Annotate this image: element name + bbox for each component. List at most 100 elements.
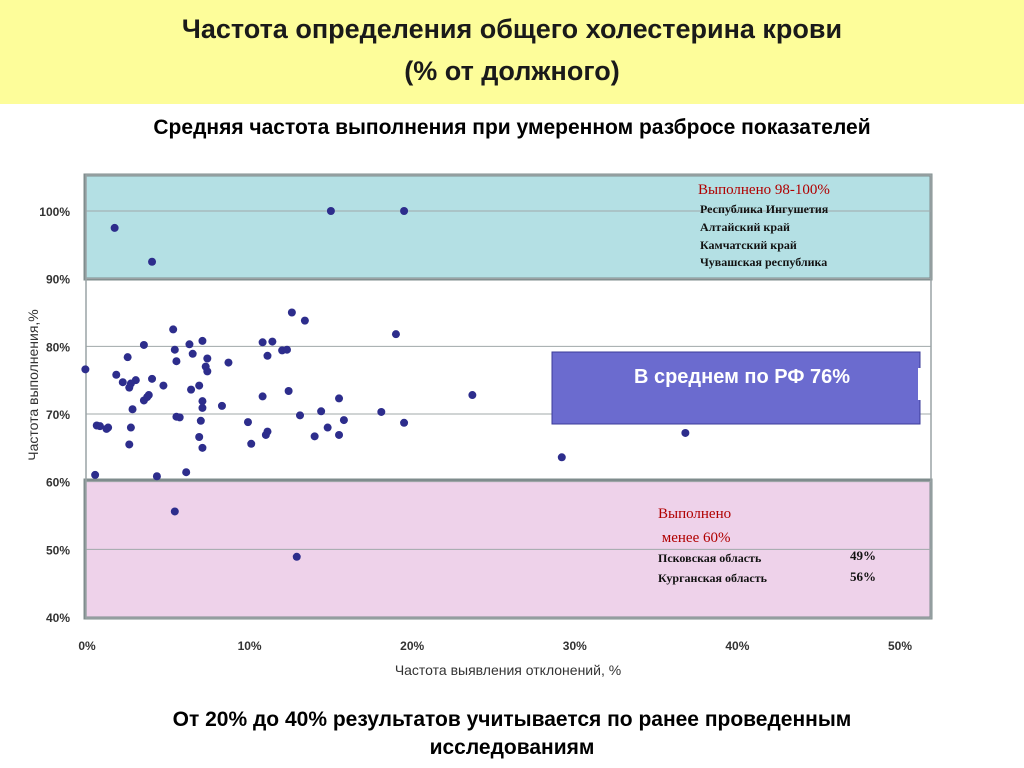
data-point xyxy=(198,397,207,406)
data-point xyxy=(300,316,309,325)
top-zone-item: Алтайский край xyxy=(700,220,790,234)
y-tick-label: 50% xyxy=(46,543,70,557)
data-point xyxy=(123,353,132,362)
footer-line1: От 20% до 40% результатов учитывается по… xyxy=(172,708,852,731)
data-point xyxy=(112,370,121,379)
data-point xyxy=(159,381,168,390)
bottom-zone-item-value: 49% xyxy=(850,548,876,563)
data-point xyxy=(182,468,191,477)
data-point xyxy=(104,423,113,432)
x-tick-label: 20% xyxy=(400,639,424,653)
data-point xyxy=(139,340,148,349)
data-point xyxy=(292,552,301,561)
data-point xyxy=(125,383,134,392)
bottom-zone-item-name: Псковская область xyxy=(658,551,762,565)
data-point xyxy=(391,330,400,339)
data-point xyxy=(268,337,277,346)
y-axis-title: Частота выполнения,% xyxy=(25,309,41,461)
data-point xyxy=(263,427,272,436)
data-point xyxy=(195,433,204,442)
data-point xyxy=(377,407,386,416)
top-zone-band xyxy=(83,173,933,281)
data-point xyxy=(81,365,90,374)
data-point xyxy=(175,413,184,422)
slide-subtitle: Средняя частота выполнения при умеренном… xyxy=(153,116,871,139)
data-point xyxy=(326,207,335,215)
data-point xyxy=(323,423,332,432)
x-tick-label: 40% xyxy=(725,639,749,653)
data-points xyxy=(81,207,690,561)
data-point xyxy=(170,345,179,354)
y-tick-label: 80% xyxy=(46,340,70,354)
y-tick-label: 60% xyxy=(46,476,70,490)
data-point xyxy=(243,418,252,427)
footer-note: От 20% до 40% результатов учитывается по… xyxy=(80,706,944,762)
y-tick-label: 90% xyxy=(46,273,70,287)
x-tick-labels: 0% 10% 20% 30% 40% 50% xyxy=(78,639,912,653)
y-tick-label: 70% xyxy=(46,408,70,422)
data-point xyxy=(400,418,409,427)
y-tick-label: 40% xyxy=(46,611,70,625)
data-point xyxy=(96,422,105,431)
x-tick-label: 50% xyxy=(888,639,912,653)
gridlines xyxy=(86,210,931,550)
data-point xyxy=(198,443,207,452)
x-tick-label: 0% xyxy=(78,639,96,653)
x-axis-title: Частота выявления отклонений, % xyxy=(395,662,621,678)
data-point xyxy=(148,257,157,266)
data-point xyxy=(339,416,348,425)
data-point xyxy=(468,391,477,400)
footer-line2: исследованиям xyxy=(429,736,595,759)
average-label: В среднем по РФ 76% xyxy=(634,366,850,388)
data-point xyxy=(118,378,127,387)
bottom-zone-item-name: Курганская область xyxy=(658,571,768,585)
data-point xyxy=(128,405,137,414)
data-point xyxy=(284,386,293,395)
data-point xyxy=(400,207,409,215)
data-point xyxy=(195,381,204,390)
data-point xyxy=(287,308,296,317)
top-zone-heading: Выполнено 98-100% xyxy=(698,182,830,198)
data-point xyxy=(258,338,267,347)
x-tick-label: 30% xyxy=(563,639,587,653)
bottom-zone-heading-line1: Выполнено xyxy=(658,506,731,522)
bottom-zone-heading-line2: менее 60% xyxy=(658,530,731,546)
data-point xyxy=(170,507,179,516)
average-box-notch xyxy=(918,368,923,400)
data-point xyxy=(224,358,233,367)
data-point xyxy=(110,223,119,232)
data-point xyxy=(681,428,690,437)
data-point xyxy=(198,336,207,345)
page-title-line2: (% от должного) xyxy=(404,56,620,86)
data-point xyxy=(198,403,207,412)
data-point xyxy=(247,439,256,448)
top-zone-item: Чувашская республика xyxy=(700,255,827,269)
data-point xyxy=(217,401,226,410)
data-point xyxy=(203,354,212,363)
bottom-zone-item-value: 56% xyxy=(850,569,876,584)
y-tick-label: 100% xyxy=(39,205,70,219)
data-point xyxy=(557,453,566,462)
page-title-line1: Частота определения общего холестерина к… xyxy=(181,14,843,44)
data-point xyxy=(91,470,100,479)
data-point xyxy=(185,340,194,349)
plot-frame xyxy=(85,174,932,619)
data-point xyxy=(187,385,196,394)
top-zone-item: Камчатский край xyxy=(700,238,797,252)
x-tick-label: 10% xyxy=(238,639,262,653)
y-tick-labels: 40% 50% 60% 70% 80% 90% 100% xyxy=(39,205,70,625)
data-point xyxy=(263,351,272,360)
data-point xyxy=(196,416,205,425)
title-band: Частота определения общего холестерина к… xyxy=(0,0,1024,104)
data-point xyxy=(188,349,197,358)
data-point xyxy=(172,357,181,366)
top-zone-item: Республика Ингушетия xyxy=(700,202,829,216)
scatter-chart: 40% 50% 60% 70% 80% 90% 100% 0% 10% 20% 30% 40% 50%… xyxy=(25,173,933,678)
data-point xyxy=(126,423,135,432)
data-point xyxy=(148,374,157,383)
data-point xyxy=(143,393,152,402)
data-point xyxy=(125,440,134,449)
data-point xyxy=(317,407,326,416)
average-box xyxy=(551,351,921,425)
data-point xyxy=(335,394,344,403)
